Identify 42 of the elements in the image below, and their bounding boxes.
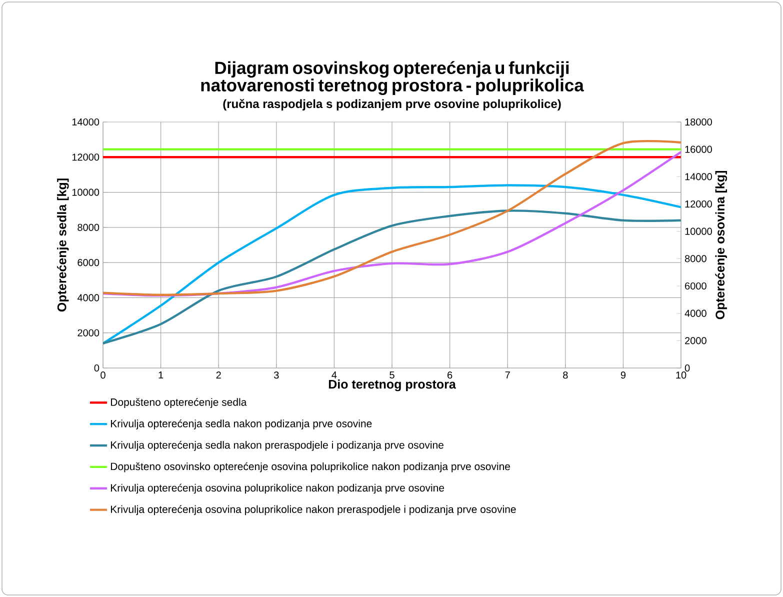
chart-title: Dijagram osovinskog opterećenja u funkciji natovarenosti teretnog prostora - poluprikolica: [201, 61, 584, 96]
x-tick-label: 4: [332, 372, 337, 378]
legend-label: Dopušteno osovinsko opterećenje osovina poluprikolice nakon podizanja prve osovine: [111, 462, 510, 472]
y2-tick-label: 4000: [684, 310, 706, 317]
x-tick-label: 6: [448, 372, 452, 379]
y-tick-label: 6000: [78, 259, 100, 266]
y-tick-label: 10000: [72, 188, 100, 196]
y2-tick-label: 16000: [685, 146, 712, 153]
y-tick-label: 14000: [72, 118, 100, 126]
x-tick-label: 10: [676, 372, 686, 379]
y-tick-label: 2000: [78, 329, 100, 336]
y-tick-label: 4000: [77, 294, 100, 302]
y2-tick-label: 10000: [685, 228, 712, 235]
chart-subtitle: (ručna raspodjela s podizanjem prve osovine poluprikolice): [223, 99, 561, 110]
x-tick-label: 9: [620, 372, 626, 379]
y-tick-label: 12000: [72, 154, 100, 161]
legend-label: Krivulja opterećenja osovina poluprikolice nakon preraspodjele i podizanja prve osovine: [111, 505, 516, 516]
y2-tick-label: 8000: [684, 255, 706, 262]
legend-label: Krivulja opterećenja sedla nakon podizanja prve osovine: [111, 419, 372, 430]
y2-tick-label: 18000: [685, 118, 712, 126]
x-tick-label: 2: [216, 372, 221, 379]
x-tick-label: 0: [100, 372, 106, 379]
x-tick-label: 7: [505, 372, 510, 378]
legend-label: Dopušteno opterećenje sedla: [111, 398, 247, 408]
x-tick-label: 3: [274, 372, 279, 379]
legend-label: Krivulja opterećenja osovina poluprikolice nakon podizanja prve osovine: [111, 484, 444, 494]
legend-label: Krivulja opterećenja sedla nakon preraspodjele i podizanja prve osovine: [111, 440, 444, 451]
y-axis-title: Opterećenje sedla [kg]: [56, 178, 69, 312]
line-series: [103, 210, 682, 344]
x-tick-label: 5: [390, 372, 394, 379]
y2-tick-label: 14000: [685, 173, 712, 180]
line-series: [103, 184, 682, 344]
y2-axis-title: Opterećenje osovina [kg]: [715, 171, 728, 320]
x-axis-title: Dio teretnog prostora: [328, 379, 456, 392]
y2-tick-label: 6000: [685, 282, 706, 290]
y2-tick-label: 12000: [685, 200, 712, 208]
x-tick-label: 8: [563, 372, 568, 379]
x-tick-label: 1: [158, 372, 164, 378]
y-tick-label: 8000: [78, 224, 100, 231]
y2-tick-label: 0: [684, 364, 690, 372]
y2-tick-label: 2000: [685, 337, 706, 344]
y-tick-label: 0: [94, 364, 100, 372]
